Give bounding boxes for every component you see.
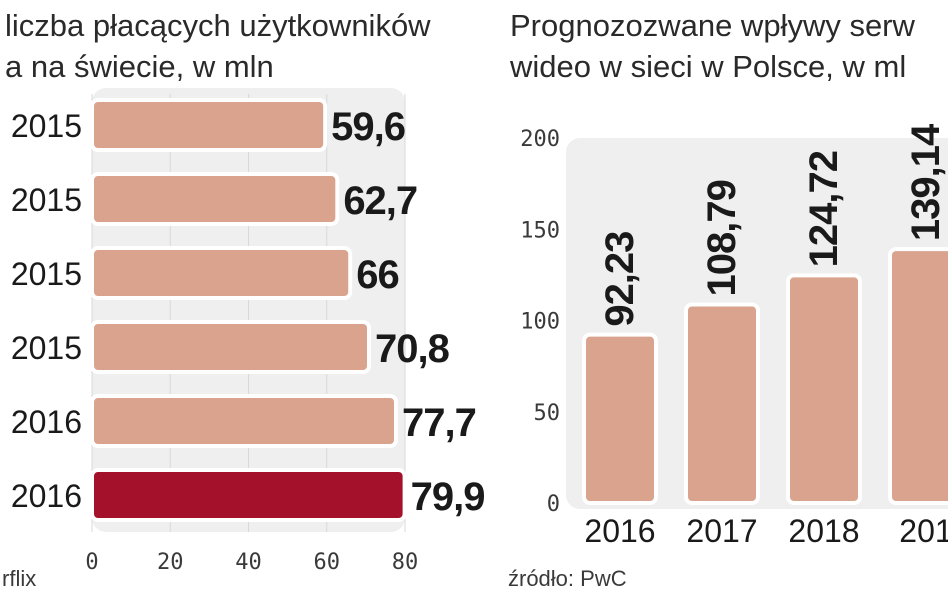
left-x-tick-label: 20: [157, 550, 184, 575]
right-category-label: 201: [899, 513, 948, 549]
right-chart-panel: Prognozozwane wpływy serw wideo w sieci …: [500, 0, 948, 593]
right-value-label: 92,23: [598, 232, 642, 327]
left-value-label: 62,7: [343, 179, 417, 223]
right-category-label: 2016: [584, 513, 655, 549]
left-category-label: 2015: [11, 256, 82, 292]
left-value-label: 77,7: [402, 401, 476, 445]
right-y-tick-label: 100: [520, 310, 560, 335]
right-chart-source: źródło: PwC: [508, 566, 627, 591]
left-bar: [90, 468, 407, 522]
left-bar: [90, 394, 399, 448]
right-bar: [888, 247, 948, 505]
left-x-tick-label: 40: [235, 550, 262, 575]
right-chart-title-line-1: Prognozozwane wpływy serw: [510, 8, 915, 43]
left-x-tick-label: 60: [314, 550, 341, 575]
left-bar: [90, 98, 328, 152]
left-chart-title-line-2: a na świecie, w mln: [5, 49, 274, 84]
left-category-label: 2016: [11, 478, 82, 514]
right-bar-chart: 0 50 100 150 200 92,23 2016 108,79 2017 124,72 201…: [520, 123, 948, 549]
left-value-label: 70,8: [375, 327, 450, 371]
right-value-label: 108,79: [700, 180, 744, 296]
left-value-label: 66: [356, 253, 399, 297]
left-bar-chart: 0 20 40 60 80 2015 59,6 2015 62,7 2015 66 2015 70,8 2…: [11, 88, 485, 575]
left-category-label: 2015: [11, 108, 82, 144]
right-value-label: 124,72: [802, 151, 846, 267]
right-chart-title-line-2: wideo w sieci w Polsce, w ml: [510, 49, 907, 84]
left-x-tick-label: 80: [392, 550, 419, 575]
left-category-label: 2015: [11, 330, 82, 366]
right-bar: [582, 332, 658, 505]
left-bar: [90, 172, 340, 226]
left-x-tick-label: 0: [85, 550, 98, 575]
left-chart-source: rflix: [2, 566, 37, 591]
left-category-label: 2016: [11, 404, 82, 440]
right-bar: [786, 273, 862, 505]
right-y-tick-label: 150: [520, 218, 560, 243]
left-value-label: 59,6: [331, 105, 405, 149]
right-y-tick-label: 0: [547, 492, 560, 517]
right-category-label: 2018: [788, 513, 859, 549]
right-bar: [684, 302, 760, 505]
left-bar: [90, 246, 353, 300]
left-chart-title-line-1: liczba płacących użytkowników: [5, 8, 431, 43]
left-value-label: 79,9: [411, 475, 485, 519]
left-bar: [90, 320, 372, 374]
left-chart-panel: liczba płacących użytkowników a na świec…: [2, 8, 485, 591]
right-y-tick-label: 50: [534, 401, 561, 426]
left-category-label: 2015: [11, 182, 82, 218]
right-value-label: 139,14: [904, 123, 948, 241]
right-y-tick-label: 200: [520, 127, 560, 152]
right-category-label: 2017: [686, 513, 757, 549]
